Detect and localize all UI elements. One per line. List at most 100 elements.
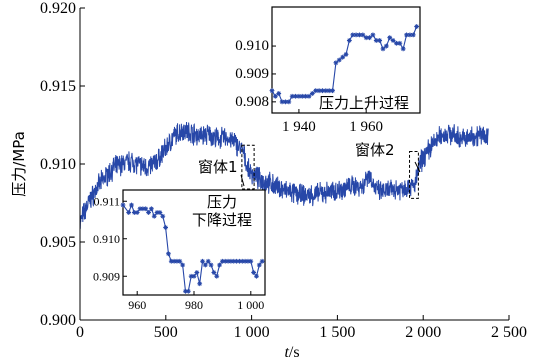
inset-upper-point (363, 35, 369, 41)
inset-lower-text-1: 压力 (207, 193, 237, 211)
inset-upper: 1 940 1 960 0.908 0.909 0.910 压力上升过程 (235, 6, 421, 135)
x-tick-label: 2 000 (405, 324, 441, 341)
window-2-rect (409, 151, 419, 199)
inset-lower-point (234, 258, 239, 264)
inset-x-tick-label: 1 960 (349, 119, 383, 135)
inset-upper-point (397, 40, 403, 46)
inset-lower-point (222, 258, 228, 264)
inset-lower-point (146, 210, 151, 215)
inset-lower-point (245, 258, 251, 264)
inset-lower-point (140, 206, 146, 212)
inset-upper-point (303, 93, 309, 99)
inset-lower-point (217, 262, 222, 268)
inset-upper-point (380, 46, 386, 52)
inset-upper-point (343, 52, 349, 57)
window-1-arrow (240, 174, 245, 187)
inset-lower-point (237, 258, 242, 264)
inset-lower-point (188, 273, 194, 279)
inset-upper-point (333, 60, 339, 66)
inset-upper-point (276, 91, 282, 96)
inset-upper-point (373, 38, 379, 43)
inset-y-tick-label: 0.910 (93, 232, 120, 246)
inset-lower-point (154, 210, 160, 215)
inset-lower-point (208, 262, 214, 268)
inset-lower-point (194, 270, 200, 275)
y-tick-label: 0.905 (40, 234, 76, 251)
inset-upper-point (407, 32, 413, 38)
inset-upper-point (340, 54, 346, 60)
inset-upper-point (400, 46, 406, 52)
inset-upper-point (404, 32, 409, 38)
inset-upper-point (346, 38, 352, 43)
inset-upper-point (336, 57, 342, 63)
inset-lower-point (256, 262, 262, 268)
x-tick-label: 1 000 (234, 324, 270, 341)
inset-lower-point (185, 288, 191, 294)
inset-lower-point (242, 258, 248, 264)
inset-lower-point (131, 210, 137, 215)
inset-lower-text-2: 下降过程 (192, 211, 252, 229)
y-tick-label: 0.910 (40, 156, 76, 173)
inset-lower-point (191, 273, 197, 279)
y-tick-label: 0.920 (40, 0, 76, 17)
inset-lower-point (202, 262, 208, 268)
x-tick-label: 0 (76, 324, 84, 341)
inset-lower-point (214, 273, 220, 279)
inset-lower-point (177, 258, 183, 264)
inset-lower-point (211, 270, 217, 275)
inset-lower-point (254, 273, 259, 279)
inset-upper-point (289, 93, 295, 99)
x-axis-title: t/s (284, 344, 299, 361)
inset-lower-point (134, 210, 140, 215)
inset-upper-point (309, 91, 315, 96)
inset-lower-point (157, 210, 163, 215)
inset-upper-point (320, 88, 325, 94)
main-pressure-series (79, 121, 489, 230)
y-tick-label: 0.915 (40, 78, 76, 95)
inset-upper-point (279, 99, 285, 105)
y-axis-title: 压力/MPa (10, 131, 28, 197)
window-1-rect (241, 144, 255, 190)
inset-x-tick-label: 1 000 (237, 298, 264, 312)
inset-upper-point (394, 40, 399, 46)
inset-lower-point (220, 258, 225, 264)
inset-upper-point (390, 38, 396, 43)
inset-lower-point (180, 262, 186, 268)
inset-upper-point (357, 32, 362, 38)
inset-upper-point (350, 32, 356, 38)
inset-upper-point (283, 99, 288, 105)
inset-lower-point (205, 258, 211, 264)
inset-upper-point (306, 93, 312, 99)
inset-upper-point (286, 99, 292, 105)
inset-upper-point (293, 93, 298, 99)
inset-upper-point (353, 32, 359, 38)
inset-upper-point (387, 35, 393, 41)
inset-upper-point (410, 32, 416, 38)
inset-lower-point (151, 213, 157, 219)
inset-y-tick-label: 0.910 (235, 38, 269, 54)
inset-upper-point (367, 35, 372, 41)
window-2-arrow (414, 161, 421, 173)
inset-upper-text: 压力上升过程 (319, 94, 409, 112)
inset-x-tick-label: 1 940 (282, 119, 316, 135)
inset-y-tick-label: 0.911 (93, 194, 120, 208)
inset-lower-point (143, 206, 149, 212)
inset-lower-point (137, 206, 143, 212)
inset-lower-point (174, 258, 180, 264)
inset-upper-point (316, 88, 322, 94)
inset-lower-point (248, 258, 254, 264)
inset-lower-point (200, 258, 205, 264)
inset-lower-point (228, 258, 234, 264)
inset-lower-point (129, 202, 134, 208)
inset-upper-point (272, 93, 278, 99)
inset-upper-point (299, 93, 305, 99)
inset-upper-point (296, 93, 302, 99)
inset-lower-point (149, 206, 154, 212)
window-2-label: 窗体2 (355, 141, 395, 159)
inset-lower-frame (122, 189, 266, 296)
inset-x-tick-label: 960 (128, 298, 146, 312)
inset-lower-point (120, 202, 126, 208)
inset-lower-point (259, 258, 265, 264)
